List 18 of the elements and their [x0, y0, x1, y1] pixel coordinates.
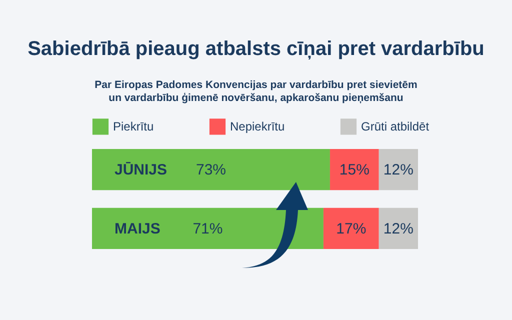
bar	[330, 149, 379, 190]
legend-label: Nepiekrītu	[230, 120, 285, 134]
data-label: 73%	[196, 162, 226, 179]
chart-title: Sabiedrībā pieaug atbalsts cīņai pret vardarbību	[26, 38, 486, 61]
y-tick-label: JŪNIJS	[114, 162, 168, 179]
chart-subtitle: Par Eiropas Padomes Konvencijas par vardarbību pret sievietēm un vardarbību ģimenē novēršanu, apkarošanu pieņemšanu	[94, 79, 418, 105]
data-label: 15%	[339, 162, 370, 179]
data-label: 17%	[336, 220, 366, 238]
data-label: 12%	[383, 162, 414, 179]
y-tick-label: MAIJS	[114, 220, 160, 238]
bar	[378, 149, 418, 190]
legend-label: Grūti atbildēt	[361, 120, 430, 134]
bar	[378, 208, 418, 249]
bar	[323, 208, 379, 249]
data-label: 12%	[383, 220, 414, 238]
legend-label: Piekrītu	[113, 120, 154, 134]
bar	[92, 149, 330, 190]
data-label: 71%	[192, 220, 223, 238]
